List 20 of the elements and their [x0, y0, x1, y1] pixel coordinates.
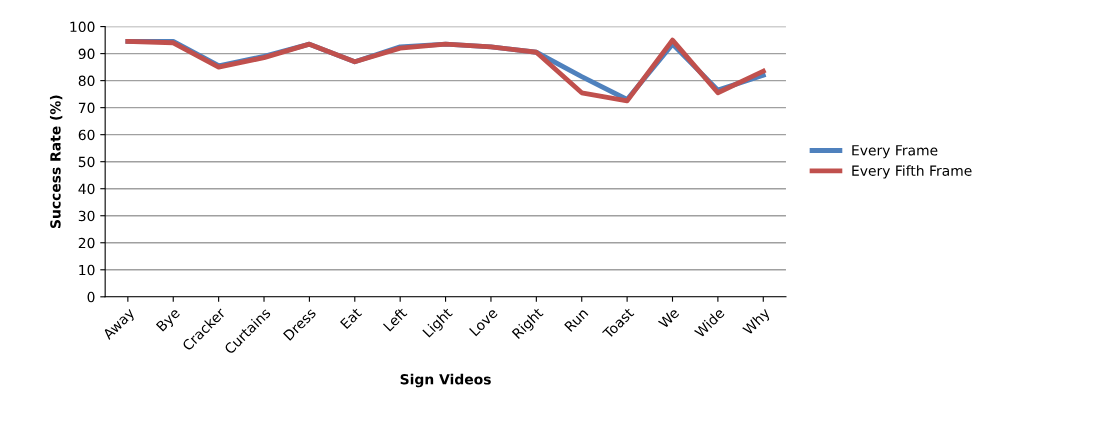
y-tick-label: 40 [78, 183, 95, 195]
y-axis-title: Success Rate (%) [49, 95, 63, 229]
y-tick-label: 30 [78, 210, 95, 222]
x-tick-label: Eat [339, 307, 363, 330]
legend-label: Every Frame [852, 145, 938, 159]
x-tick-label: We [657, 307, 680, 329]
y-tick-label: 80 [78, 75, 95, 87]
legend-label: Every Fifth Frame [852, 165, 972, 179]
y-tick-label: 100 [70, 21, 95, 33]
y-tick-label: 20 [78, 237, 95, 249]
x-tick-label: Run [564, 307, 589, 332]
y-tick-label: 70 [78, 102, 95, 114]
y-tick-label: 10 [79, 264, 95, 276]
x-axis-title: Sign Videos [400, 373, 491, 388]
x-tick-label: Left [382, 306, 408, 332]
y-tick-label: 50 [78, 156, 95, 168]
y-tick-label: 90 [78, 48, 95, 60]
x-tick-label: Bye [155, 307, 183, 334]
y-tick-label: 0 [87, 291, 95, 303]
y-tick-label: 60 [78, 129, 95, 141]
